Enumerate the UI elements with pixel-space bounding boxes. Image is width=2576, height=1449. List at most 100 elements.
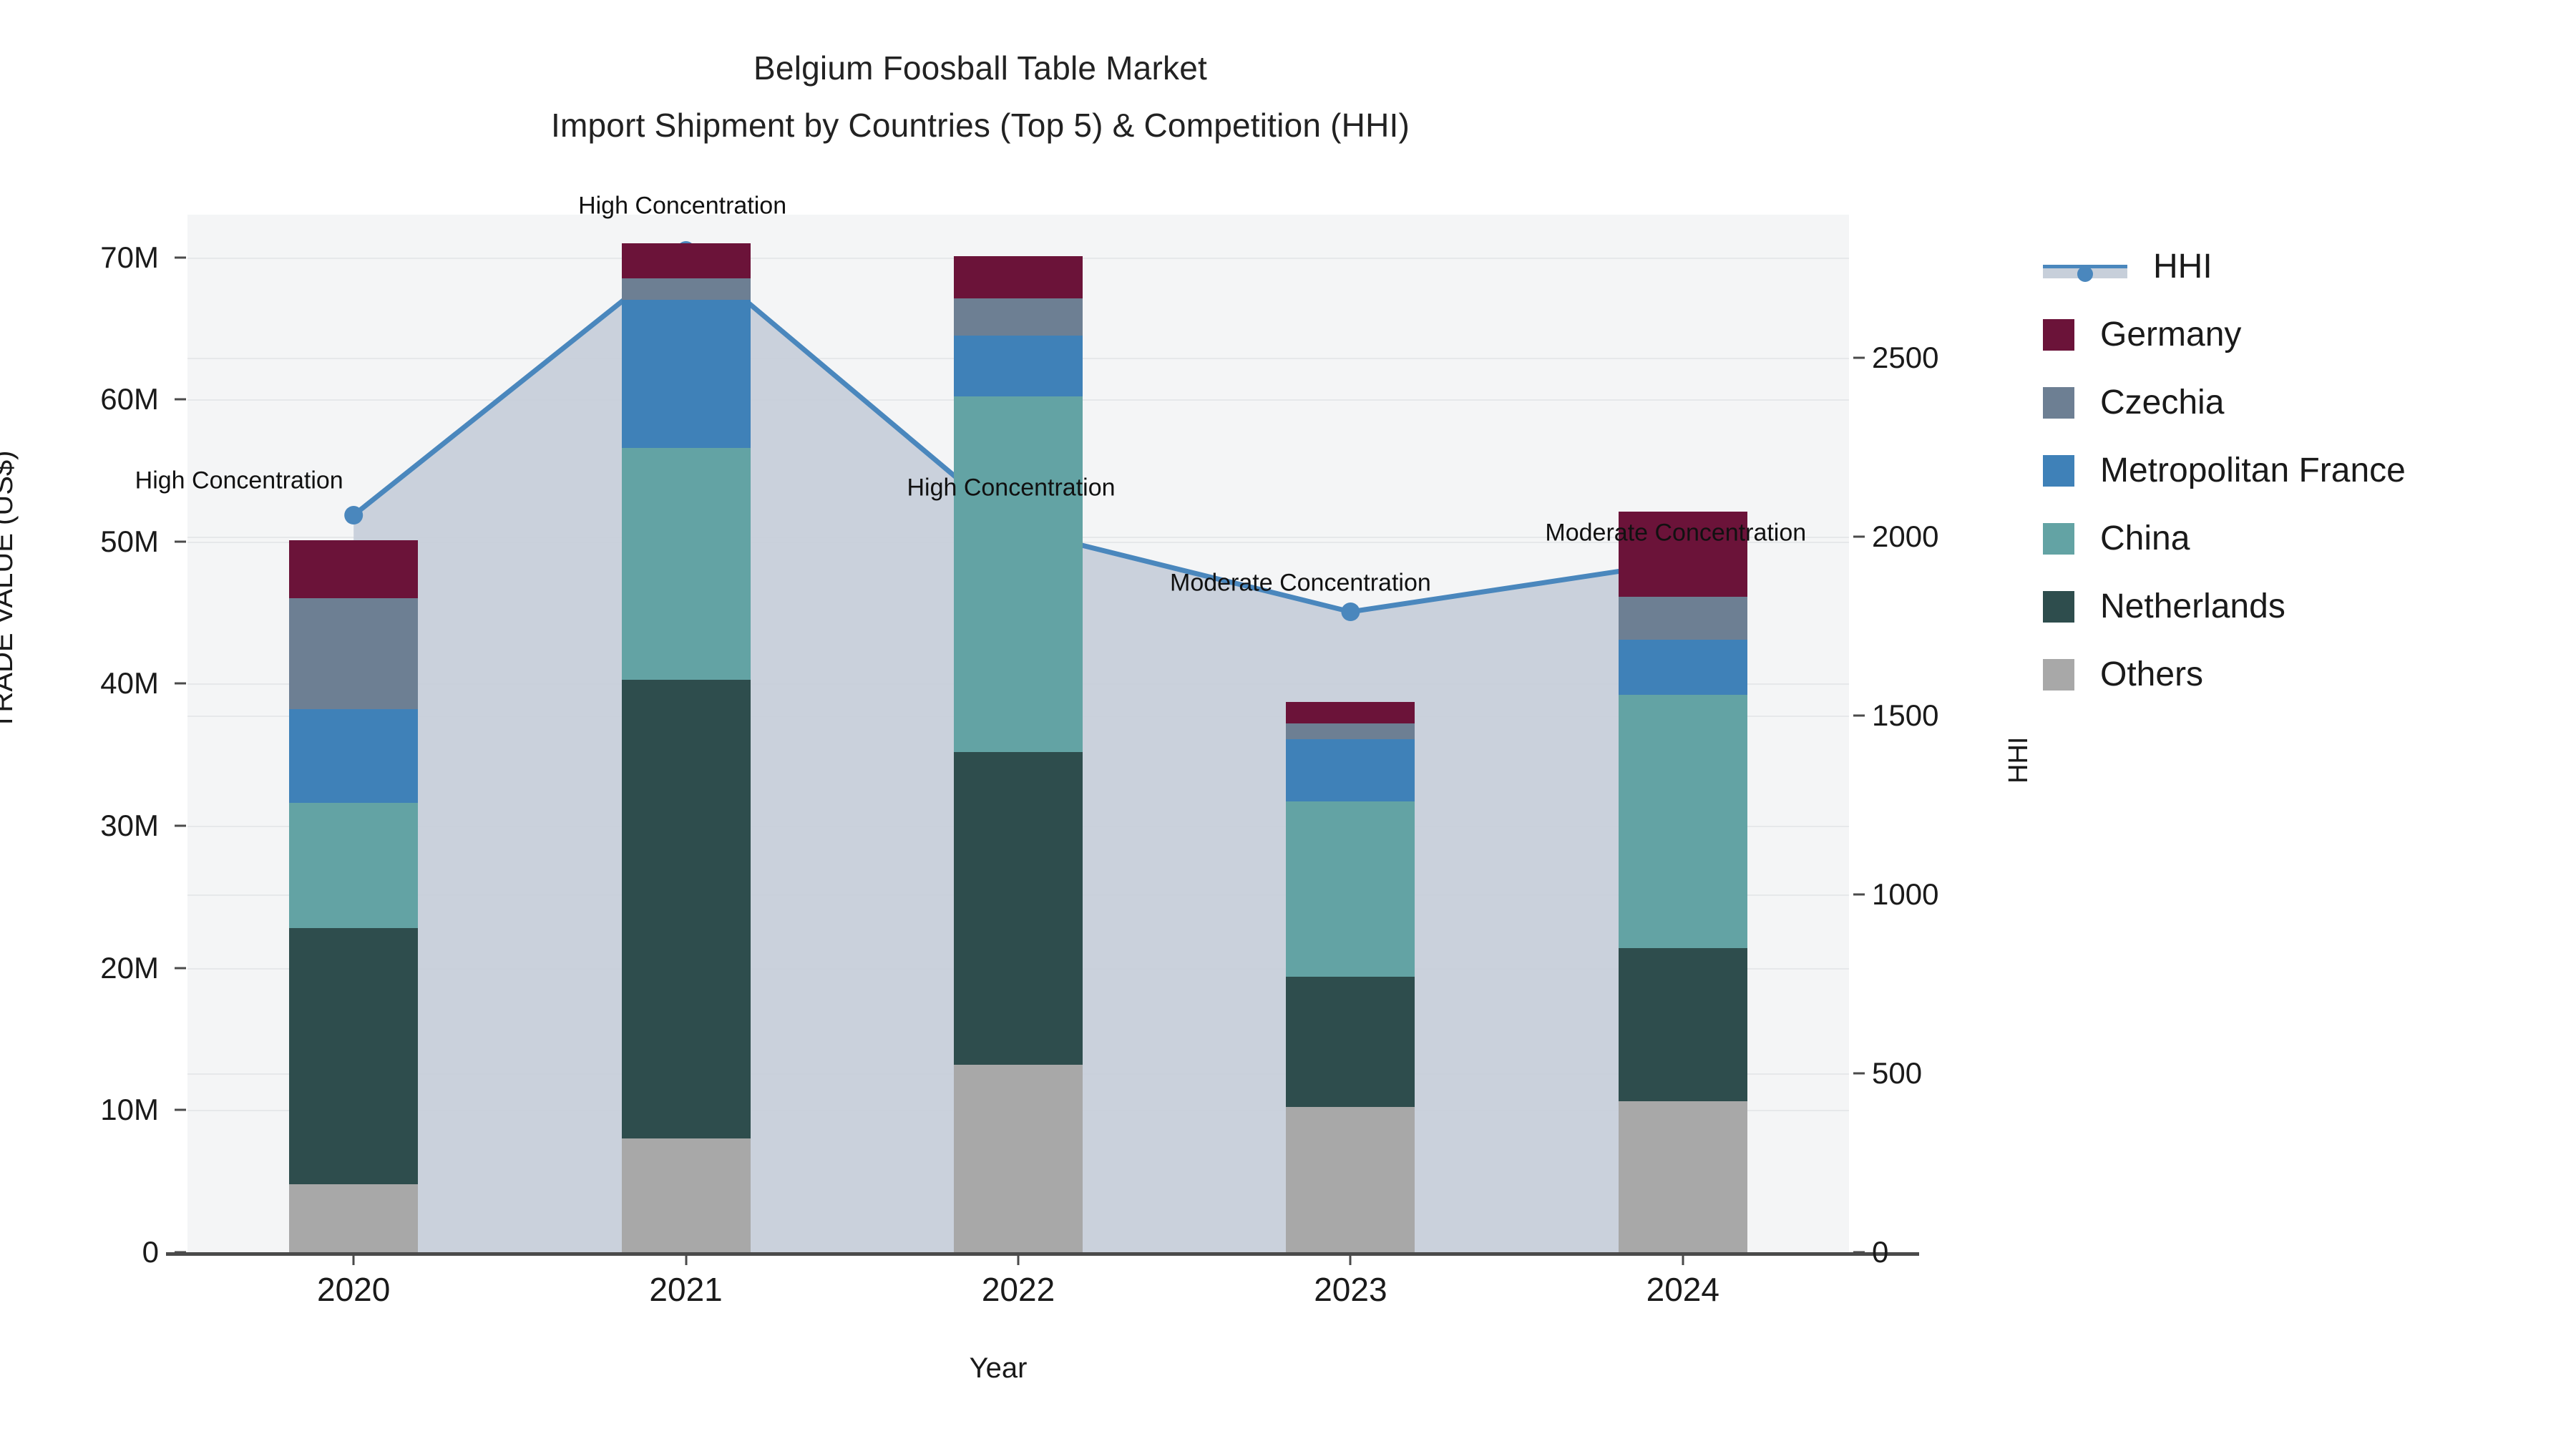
bar-segment-metropolitan-france[interactable] bbox=[1286, 738, 1415, 802]
legend-swatch bbox=[2043, 454, 2074, 487]
y-tick-right: 1500 bbox=[1872, 698, 1939, 732]
legend-item-germany[interactable]: Germany bbox=[2043, 301, 2572, 369]
y-tick-mark-right bbox=[1853, 714, 1865, 717]
legend-item-netherlands[interactable]: Netherlands bbox=[2043, 572, 2572, 640]
bar-segment-germany[interactable] bbox=[621, 243, 751, 279]
x-tick-2022: 2022 bbox=[981, 1271, 1055, 1308]
legend-label: Others bbox=[2100, 655, 2204, 693]
legend: HHI Germany Czechia Metropolitan France Chin… bbox=[2043, 233, 2572, 708]
legend-item-others[interactable]: Others bbox=[2043, 640, 2572, 708]
y-tick-left: 60M bbox=[100, 382, 159, 416]
plot-area bbox=[187, 215, 1849, 1254]
y-tick-mark-left bbox=[175, 682, 186, 685]
annotation-2024: Moderate Concentration bbox=[1545, 519, 1807, 547]
y-tick-mark-right bbox=[1853, 893, 1865, 896]
bar-segment-netherlands[interactable] bbox=[954, 751, 1083, 1065]
legend-item-czechia[interactable]: Czechia bbox=[2043, 369, 2572, 436]
y-axis-label-left: TRADE VALUE (US$) bbox=[0, 450, 19, 730]
bar-segment-metropolitan-france[interactable] bbox=[621, 300, 751, 448]
bar-segment-germany[interactable] bbox=[954, 255, 1083, 299]
legend-item-china[interactable]: China bbox=[2043, 504, 2572, 572]
y-tick-mark-left bbox=[175, 967, 186, 970]
bar-segment-others[interactable] bbox=[1618, 1101, 1747, 1252]
bar-segment-netherlands[interactable] bbox=[1286, 976, 1415, 1108]
y-tick-left: 10M bbox=[100, 1093, 159, 1127]
bar-segment-netherlands[interactable] bbox=[289, 928, 419, 1184]
bar-segment-china[interactable] bbox=[954, 396, 1083, 752]
bar-segment-germany[interactable] bbox=[289, 540, 419, 599]
bar-segment-china[interactable] bbox=[1618, 695, 1747, 948]
y-tick-mark-left bbox=[175, 824, 186, 827]
legend-swatch bbox=[2043, 658, 2074, 691]
x-tick-mark bbox=[1017, 1252, 1020, 1265]
y-tick-mark-left bbox=[175, 398, 186, 401]
y-tick-left: 70M bbox=[100, 240, 159, 274]
bar-segment-netherlands[interactable] bbox=[621, 679, 751, 1139]
chart-subtitle: Import Shipment by Countries (Top 5) & C… bbox=[551, 107, 1410, 144]
bar-group[interactable] bbox=[621, 243, 751, 1252]
bar-group[interactable] bbox=[1618, 512, 1747, 1252]
x-tick-mark bbox=[1349, 1252, 1352, 1265]
bar-segment-others[interactable] bbox=[289, 1184, 419, 1252]
y-tick-left: 30M bbox=[100, 809, 159, 843]
y-tick-mark-left bbox=[175, 256, 186, 259]
bar-segment-china[interactable] bbox=[289, 803, 419, 929]
chart-title: Belgium Foosball Table Market bbox=[753, 49, 1207, 87]
bar-segment-china[interactable] bbox=[1286, 801, 1415, 977]
legend-line-marker bbox=[2043, 251, 2127, 283]
bar-segment-metropolitan-france[interactable] bbox=[954, 335, 1083, 397]
legend-swatch bbox=[2043, 590, 2074, 623]
bar-segment-netherlands[interactable] bbox=[1618, 947, 1747, 1102]
bar-group[interactable] bbox=[1286, 702, 1415, 1252]
bar-segment-czechia[interactable] bbox=[621, 278, 751, 301]
bar-segment-germany[interactable] bbox=[1618, 512, 1747, 597]
x-tick-mark bbox=[352, 1252, 355, 1265]
legend-swatch bbox=[2043, 522, 2074, 555]
y-tick-right: 2500 bbox=[1872, 341, 1939, 374]
legend-label: Germany bbox=[2100, 315, 2242, 353]
annotation-2021: High Concentration bbox=[578, 192, 787, 220]
bar-segment-czechia[interactable] bbox=[1618, 597, 1747, 640]
bar-segment-china[interactable] bbox=[621, 447, 751, 680]
chart-title-block: Belgium Foosball Table Market Import Shi… bbox=[0, 52, 1961, 142]
legend-item-metropolitan-france[interactable]: Metropolitan France bbox=[2043, 436, 2572, 504]
x-axis-label: Year bbox=[969, 1352, 1028, 1384]
bar-segment-others[interactable] bbox=[621, 1138, 751, 1252]
y-tick-mark-right bbox=[1853, 356, 1865, 359]
bar-group[interactable] bbox=[289, 540, 419, 1252]
y-tick-right: 2000 bbox=[1872, 519, 1939, 553]
annotation-2020: High Concentration bbox=[135, 467, 343, 494]
legend-label: HHI bbox=[2153, 247, 2212, 286]
y-tick-left: 40M bbox=[100, 666, 159, 701]
x-tick-2024: 2024 bbox=[1646, 1271, 1719, 1308]
y-tick-right: 0 bbox=[1872, 1235, 1889, 1269]
x-tick-mark bbox=[685, 1252, 688, 1265]
x-tick-2020: 2020 bbox=[317, 1271, 391, 1308]
bar-segment-metropolitan-france[interactable] bbox=[289, 709, 419, 804]
y-tick-mark-right bbox=[1853, 535, 1865, 538]
bar-segment-czechia[interactable] bbox=[289, 598, 419, 710]
annotation-2023: Moderate Concentration bbox=[1170, 569, 1431, 597]
y-tick-left: 0 bbox=[142, 1235, 159, 1269]
y-tick-right: 500 bbox=[1872, 1056, 1923, 1090]
legend-swatch bbox=[2043, 386, 2074, 419]
y-tick-mark-right bbox=[1853, 1072, 1865, 1075]
bar-segment-germany[interactable] bbox=[1286, 702, 1415, 724]
y-tick-left: 50M bbox=[100, 524, 159, 558]
stacked-bars bbox=[187, 215, 1849, 1252]
legend-label: Czechia bbox=[2100, 383, 2225, 421]
y-tick-mark-left bbox=[175, 1251, 186, 1254]
y-tick-left: 20M bbox=[100, 950, 159, 985]
bar-segment-metropolitan-france[interactable] bbox=[1618, 639, 1747, 696]
y-tick-right: 1000 bbox=[1872, 877, 1939, 911]
bar-segment-czechia[interactable] bbox=[954, 298, 1083, 336]
y-axis-label-right: HHI bbox=[2004, 736, 2034, 784]
legend-item-hhi[interactable]: HHI bbox=[2043, 233, 2572, 301]
bar-segment-others[interactable] bbox=[954, 1064, 1083, 1252]
annotation-2022: High Concentration bbox=[907, 474, 1116, 502]
bar-segment-czechia[interactable] bbox=[1286, 723, 1415, 739]
bar-group[interactable] bbox=[954, 255, 1083, 1252]
x-tick-2023: 2023 bbox=[1314, 1271, 1387, 1308]
bar-segment-others[interactable] bbox=[1286, 1107, 1415, 1252]
